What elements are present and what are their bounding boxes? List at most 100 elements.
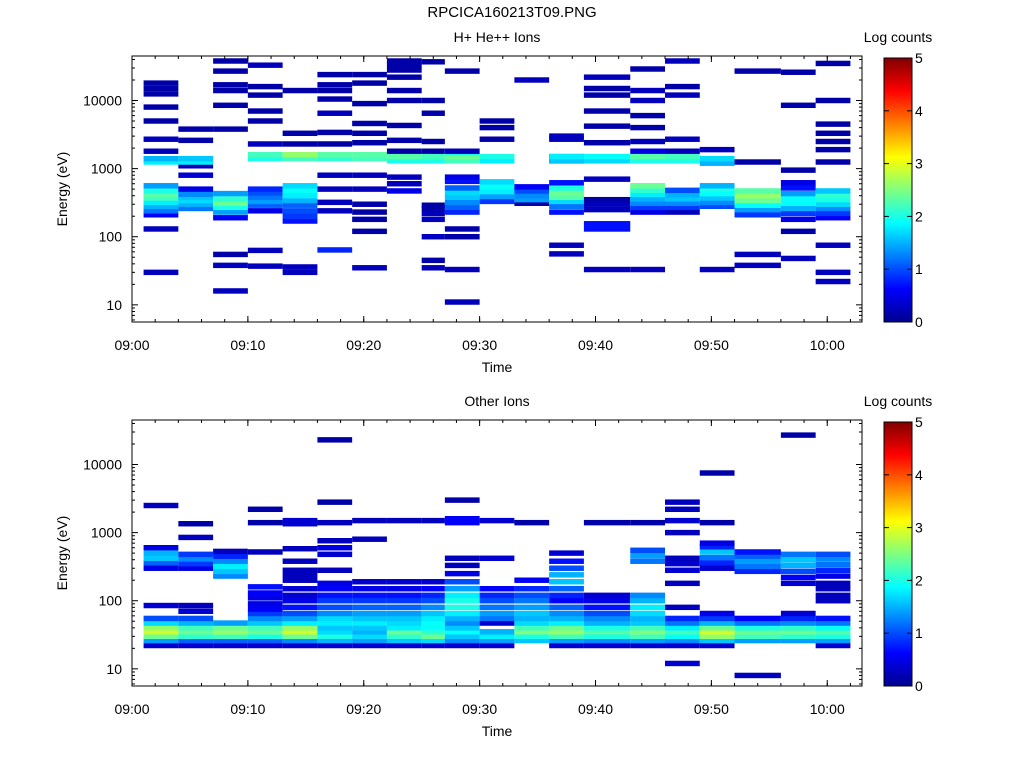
- heatmap-cell: [178, 556, 214, 562]
- heatmap-cell: [143, 155, 179, 162]
- heatmap-cell: [421, 629, 445, 635]
- colorbar-tick-label: 3: [915, 156, 923, 172]
- heatmap-cell: [178, 137, 214, 144]
- heatmap-cell: [665, 58, 700, 64]
- x-axis-label: Time: [482, 359, 513, 375]
- heatmap-cell: [386, 615, 422, 622]
- heatmap-cell: [444, 199, 480, 206]
- heatmap-cell: [143, 502, 179, 509]
- heatmap-cell: [213, 637, 248, 644]
- heatmap-cell: [479, 642, 515, 649]
- heatmap-cell: [143, 203, 179, 209]
- heatmap-cell: [317, 129, 353, 136]
- heatmap-cell: [282, 141, 318, 147]
- heatmap-cell: [699, 549, 735, 555]
- heatmap-cell: [665, 517, 700, 524]
- x-tick-label: 09:00: [114, 701, 149, 717]
- heatmap-cell: [247, 202, 283, 208]
- heatmap-cell: [143, 208, 179, 214]
- heatmap-cell: [317, 544, 353, 551]
- heatmap-cell: [317, 437, 353, 443]
- heatmap-cell: [549, 209, 584, 215]
- heatmap-cell: [213, 558, 248, 564]
- heatmap-cell: [386, 610, 422, 617]
- heatmap-cell: [421, 517, 445, 524]
- heatmap-cell: [665, 92, 700, 98]
- heatmap-cell: [352, 155, 387, 162]
- heatmap-cell: [815, 633, 851, 640]
- heatmap-cell: [583, 139, 631, 146]
- heatmap-cell: [665, 136, 700, 142]
- heatmap-cell: [780, 102, 816, 109]
- heatmap-cell: [213, 209, 248, 215]
- heatmap-cell: [734, 563, 781, 570]
- heatmap-cell: [213, 553, 248, 559]
- heatmap-cell: [630, 519, 666, 526]
- heatmap-cell: [549, 610, 584, 617]
- heatmap-cell: [178, 172, 214, 178]
- heatmap-cell: [282, 155, 318, 162]
- heatmap-cell: [421, 158, 445, 164]
- heatmap-cell: [665, 204, 700, 211]
- y-tick-label: 100: [99, 593, 123, 609]
- heatmap-cell: [352, 633, 387, 640]
- heatmap-cell: [514, 184, 550, 190]
- heatmap-cell: [815, 196, 851, 203]
- heatmap-cell: [178, 159, 214, 165]
- heatmap-cell: [514, 610, 550, 617]
- heatmap-cell: [815, 615, 851, 622]
- x-tick-label: 10:00: [810, 337, 845, 353]
- heatmap-cell: [583, 629, 631, 635]
- heatmap-cell: [444, 299, 480, 305]
- heatmap-cell: [583, 108, 631, 114]
- heatmap-cell: [699, 160, 735, 166]
- heatmap-cell: [699, 629, 735, 635]
- heatmap-cell: [352, 139, 387, 146]
- panel-2: 09:00 09:10 09:20 09:30 09:40 09:50 10:0010100…: [54, 393, 932, 739]
- heatmap-cell: [444, 615, 480, 622]
- heatmap-cell: [734, 637, 781, 644]
- heatmap-cell: [444, 234, 480, 240]
- heatmap-cell: [213, 625, 248, 631]
- x-tick-label: 09:30: [462, 701, 497, 717]
- heatmap-cell: [699, 620, 735, 626]
- heatmap-cell: [282, 604, 318, 611]
- heatmap-cell: [213, 102, 248, 109]
- heatmap-cell: [549, 190, 584, 196]
- heatmap-cell: [352, 80, 387, 86]
- heatmap-cell: [213, 563, 248, 570]
- heatmap-cell: [734, 206, 781, 213]
- panel-1: 09:00 09:10 09:20 09:30 09:40 09:50 10:0010100…: [54, 29, 932, 375]
- heatmap-cell: [421, 625, 445, 631]
- panel-title: Other Ions: [464, 393, 529, 409]
- heatmap-cell: [479, 598, 515, 604]
- heatmap-cell: [815, 188, 851, 194]
- heatmap-cell: [282, 202, 318, 208]
- heatmap-cell: [665, 625, 700, 631]
- heatmap-cell: [780, 255, 816, 262]
- heatmap-cell: [282, 208, 318, 214]
- heatmap-cell: [386, 122, 422, 129]
- heatmap-cell: [317, 637, 353, 644]
- heatmap-cell: [583, 226, 631, 232]
- heatmap-cell: [421, 210, 445, 217]
- heatmap-cell: [514, 592, 550, 599]
- heatmap-cell: [549, 637, 584, 644]
- heatmap-cell: [421, 586, 445, 592]
- heatmap-cell: [386, 153, 422, 160]
- heatmap-cell: [178, 163, 214, 169]
- heatmap-cell: [583, 74, 631, 80]
- heatmap-cell: [665, 580, 700, 587]
- heatmap-cell: [247, 186, 283, 192]
- heatmap-cell: [282, 197, 318, 204]
- colorbar-tick-label: 1: [915, 625, 923, 641]
- heatmap-cell: [178, 608, 214, 615]
- heatmap-cell: [699, 266, 735, 273]
- heatmap-cell: [479, 637, 515, 644]
- heatmap-cell: [734, 251, 781, 258]
- heatmap-cell: [386, 158, 422, 164]
- heatmap-cell: [815, 586, 851, 592]
- heatmap-cell: [815, 60, 851, 67]
- heatmap-cell: [815, 205, 851, 212]
- heatmap-cell: [282, 598, 318, 604]
